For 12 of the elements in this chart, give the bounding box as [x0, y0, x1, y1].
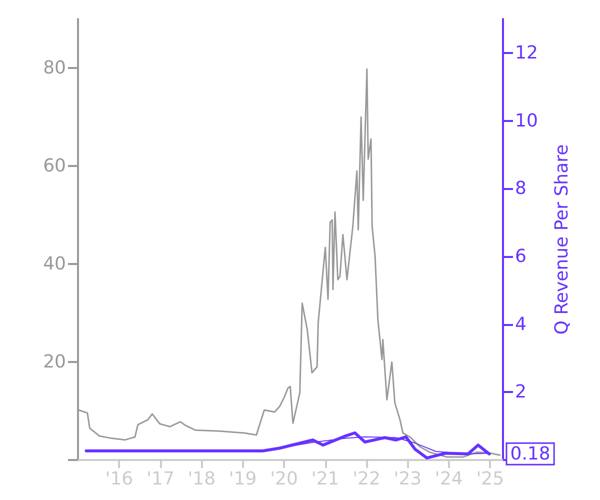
y-tick-label: 60: [43, 156, 66, 176]
y2-tick-label: 8: [515, 178, 526, 200]
y2-tick-label: 12: [515, 42, 538, 64]
y-tick-label: 80: [43, 58, 66, 78]
y2-tick-label: 2: [515, 382, 526, 403]
y2-tick-label: 6: [515, 246, 526, 267]
y2-axis-title: Q Revenue Per Share: [552, 144, 572, 335]
y2-tick-label: 4: [515, 314, 526, 335]
y2-tick-label: 10: [515, 110, 538, 132]
y-tick-label: 40: [43, 254, 66, 274]
data-label: 0.18: [510, 443, 550, 464]
y-tick-label: 20: [43, 352, 66, 372]
